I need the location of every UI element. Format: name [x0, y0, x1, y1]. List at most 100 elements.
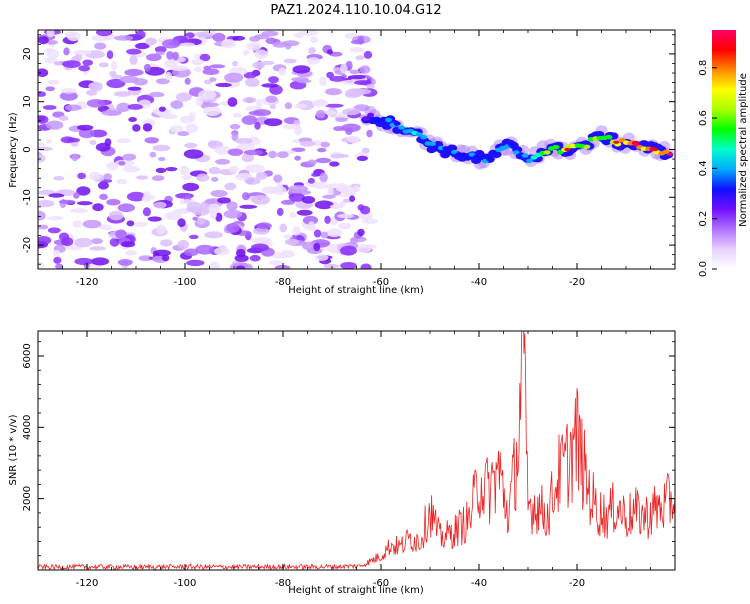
- noise-blob: [62, 60, 81, 68]
- signal-core: [384, 117, 392, 123]
- noise-blob: [77, 172, 87, 180]
- noise-blob: [106, 162, 118, 171]
- signal-core: [662, 149, 670, 154]
- noise-blob: [322, 194, 336, 199]
- noise-blob: [164, 71, 172, 81]
- y-tick-label: 10: [22, 95, 33, 108]
- noise-blob: [326, 228, 343, 238]
- noise-blob: [338, 222, 352, 230]
- noise-blob: [142, 207, 151, 217]
- noise-blob: [152, 175, 165, 181]
- signal-core: [583, 144, 591, 149]
- noise-blob: [324, 215, 331, 224]
- noise-blob: [59, 91, 78, 101]
- noise-blob: [203, 106, 222, 116]
- noise-blob: [88, 82, 100, 90]
- x-tick-label: -120: [76, 277, 99, 288]
- noise-blob: [235, 265, 246, 269]
- noise-blob: [276, 207, 284, 216]
- noise-blob: [99, 224, 112, 231]
- noise-blob: [250, 243, 269, 252]
- noise-blob: [284, 238, 300, 246]
- noise-blob: [175, 92, 192, 102]
- noise-blob: [293, 32, 304, 38]
- x-tick-label: -40: [471, 578, 487, 589]
- y-tick-label: 0: [22, 146, 33, 152]
- noise-blob: [345, 127, 353, 135]
- noise-blob: [207, 140, 217, 147]
- noise-blob: [92, 203, 104, 212]
- noise-blob: [197, 217, 206, 225]
- noise-blob: [228, 165, 239, 173]
- noise-blob: [106, 50, 114, 60]
- noise-blob: [357, 204, 365, 211]
- noise-blob: [366, 129, 373, 138]
- noise-blob: [347, 75, 366, 80]
- noise-blob: [224, 72, 244, 83]
- noise-blob: [232, 112, 242, 118]
- noise-blob: [141, 196, 151, 202]
- noise-blob: [308, 221, 315, 230]
- noise-blob: [146, 53, 162, 62]
- noise-blob: [340, 245, 357, 256]
- noise-blob: [38, 262, 45, 268]
- noise-blob: [234, 254, 249, 262]
- colorbar-tick-label: 0.2: [698, 211, 709, 227]
- noise-blob: [349, 237, 359, 245]
- noise-blob: [155, 51, 166, 56]
- noise-blob: [192, 216, 199, 221]
- noise-blob: [196, 173, 210, 182]
- noise-blob: [268, 150, 277, 159]
- noise-blob: [185, 123, 198, 133]
- noise-blob: [157, 156, 166, 162]
- noise-blob: [269, 104, 276, 110]
- noise-blob: [74, 257, 94, 266]
- noise-blob: [314, 200, 334, 210]
- x-tick-label: -20: [569, 578, 585, 589]
- noise-blob: [299, 140, 316, 147]
- noise-blob: [66, 137, 80, 143]
- noise-blob: [278, 67, 287, 76]
- noise-blob: [223, 209, 243, 219]
- noise-blob: [38, 224, 49, 230]
- noise-blob: [248, 111, 264, 116]
- noise-blob: [166, 51, 174, 60]
- noise-blob: [38, 142, 45, 147]
- signal-peak: [652, 147, 659, 152]
- noise-blob: [283, 234, 293, 239]
- noise-blob: [44, 57, 58, 64]
- noise-blob: [198, 89, 217, 100]
- noise-blob: [38, 146, 53, 151]
- noise-blob: [243, 149, 264, 156]
- noise-blob: [135, 42, 150, 50]
- noise-blob: [89, 246, 106, 251]
- noise-blob: [214, 145, 232, 155]
- noise-blob: [125, 250, 138, 256]
- noise-blob: [243, 49, 250, 56]
- noise-blob: [330, 204, 344, 210]
- signal-band: [447, 144, 458, 152]
- noise-blob: [209, 64, 226, 69]
- noise-blob: [147, 216, 162, 222]
- noise-blob: [91, 257, 110, 266]
- noise-blob: [184, 77, 191, 85]
- signal-core: [508, 143, 516, 148]
- noise-blob: [232, 35, 246, 41]
- noise-blob: [244, 77, 260, 87]
- noise-blob: [186, 201, 203, 212]
- noise-blob: [184, 142, 198, 149]
- noise-blob: [58, 115, 69, 121]
- noise-blob: [58, 199, 76, 204]
- signal-core: [464, 156, 472, 161]
- noise-blob: [55, 263, 64, 269]
- snr-x-label: Height of straight line (km): [288, 585, 424, 596]
- noise-blob: [183, 149, 204, 159]
- noise-blob: [308, 47, 316, 55]
- signal-core: [428, 141, 436, 146]
- noise-blob: [283, 124, 301, 129]
- noise-blob: [311, 100, 329, 107]
- noise-blob: [88, 171, 101, 181]
- noise-blob: [46, 40, 58, 45]
- noise-blob: [155, 78, 170, 85]
- spectrogram-y-ticks: -20 -10 0 10 20: [22, 34, 675, 265]
